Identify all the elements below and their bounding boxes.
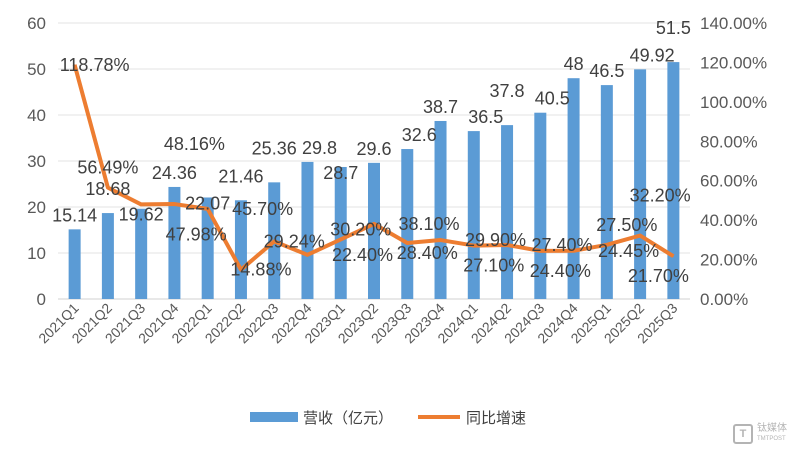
line-point [440, 239, 442, 241]
line-data-label: 29.90% [465, 230, 526, 250]
right-axis-tick: 100.00% [700, 93, 767, 112]
bar [101, 213, 114, 299]
bar-data-label: 38.7 [423, 97, 458, 117]
line-data-label: 48.16% [164, 134, 225, 154]
legend-bar-swatch [250, 412, 298, 422]
line-point [240, 269, 242, 271]
line-point [340, 238, 342, 240]
line-data-label: 21.70% [628, 266, 689, 286]
line-data-label: 30.20% [330, 219, 391, 239]
line-data-label: 24.45% [598, 241, 659, 261]
bar [634, 69, 647, 299]
bar-data-label: 28.7 [323, 163, 358, 183]
bar [368, 162, 380, 299]
bar-data-label: 29.8 [302, 138, 337, 158]
bar [68, 229, 81, 299]
line-data-label: 27.40% [532, 235, 593, 255]
right-axis-tick: 40.00% [700, 211, 758, 230]
line-data-label: 28.40% [397, 243, 458, 263]
left-axis-tick: 30 [27, 152, 46, 171]
bar [201, 197, 214, 299]
right-axis-tick: 140.00% [700, 14, 767, 33]
bar [334, 166, 347, 299]
line-point [74, 64, 76, 66]
bar-data-label: 29.6 [356, 139, 391, 159]
bar [467, 131, 480, 299]
bar [567, 78, 580, 299]
line-point [373, 223, 375, 225]
line-data-label: 24.40% [530, 261, 591, 281]
line-point [473, 245, 475, 247]
line-data-label: 38.10% [398, 214, 459, 234]
left-axis-tick: 10 [27, 244, 46, 263]
left-axis-tick: 20 [27, 198, 46, 217]
bar-data-label: 46.5 [589, 61, 624, 81]
left-axis-tick: 40 [27, 106, 46, 125]
line-point [140, 203, 142, 205]
bar-data-label: 24.36 [152, 163, 197, 183]
bar [501, 125, 514, 300]
bar-data-label: 51.5 [656, 18, 691, 38]
line-data-label: 45.70% [232, 199, 293, 219]
line-point [107, 187, 109, 189]
bar [234, 200, 247, 299]
left-axis-tick: 60 [27, 14, 46, 33]
line-data-label: 29.24% [264, 231, 325, 251]
bar-data-label: 22.07 [185, 193, 230, 213]
left-axis-tick: 50 [27, 60, 46, 79]
bar [667, 62, 680, 299]
bar-data-label: 37.8 [490, 81, 525, 101]
line-data-label: 118.78% [60, 55, 130, 75]
line-point [639, 235, 641, 237]
legend-line-label: 同比增速 [466, 410, 526, 427]
line-data-label: 32.20% [630, 186, 691, 206]
line-data-label: 22.40% [332, 245, 393, 265]
line-data-label: 27.10% [463, 256, 524, 276]
bar-data-label: 19.62 [119, 205, 164, 225]
bar-data-label: 15.14 [52, 205, 97, 225]
right-axis-tick: 20.00% [700, 251, 758, 270]
bar-data-label: 25.36 [252, 138, 297, 158]
line-data-label: 56.49% [77, 158, 138, 178]
bar-data-label: 18.68 [85, 179, 130, 199]
line-point [606, 244, 608, 246]
right-axis-tick: 80.00% [700, 132, 758, 151]
bar [135, 208, 148, 299]
bar [168, 186, 181, 299]
line-data-label: 14.88% [230, 260, 291, 280]
right-axis-tick: 0.00% [700, 290, 748, 309]
line-point [406, 242, 408, 244]
line-data-label: 27.50% [596, 215, 657, 235]
line-data-label: 47.98% [166, 224, 227, 244]
bar-data-label: 32.6 [402, 125, 437, 145]
right-axis-tick: 120.00% [700, 53, 767, 72]
legend-bar-label: 营收（亿元） [303, 410, 393, 427]
bar [600, 85, 613, 299]
bar-data-label: 40.5 [535, 89, 570, 109]
watermark-logo: T 钛媒体 TMTPOST [733, 424, 787, 444]
line-point [573, 250, 575, 252]
watermark-sub: TMTPOST [757, 436, 786, 442]
line-point [672, 255, 674, 257]
line-point [506, 244, 508, 246]
bar [434, 120, 447, 299]
left-axis-tick: 0 [37, 290, 46, 309]
bar-data-label: 49.92 [630, 45, 675, 65]
line-point [207, 208, 209, 210]
bar [301, 161, 314, 299]
watermark-text: 钛媒体 [757, 423, 787, 434]
line-point [306, 254, 308, 256]
bar-data-label: 48 [564, 54, 584, 74]
watermark-t-icon: T [733, 424, 753, 444]
line-point [539, 250, 541, 252]
bar-data-label: 21.46 [218, 166, 263, 186]
bar [401, 149, 414, 299]
right-axis-tick: 60.00% [700, 172, 758, 191]
bar-data-label: 36.5 [468, 107, 503, 127]
line-point [173, 203, 175, 205]
line-point [273, 240, 275, 242]
